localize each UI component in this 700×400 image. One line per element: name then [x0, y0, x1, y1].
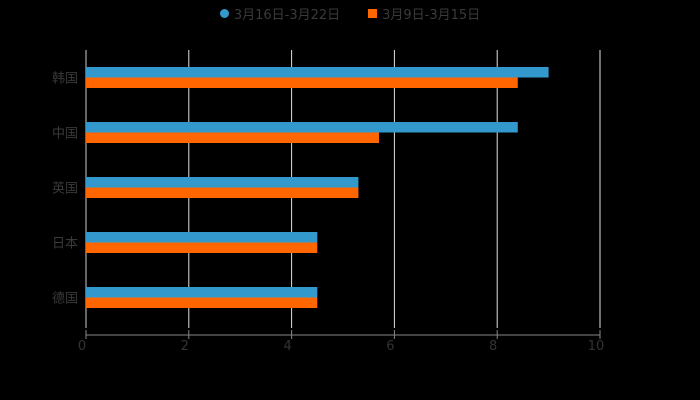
y-category-label: 中国	[52, 127, 78, 142]
x-tick-label: 4	[283, 339, 291, 354]
x-tick-label: 10	[588, 339, 605, 354]
legend-label: 3月9日-3月15日	[382, 8, 481, 23]
y-category-label: 英国	[52, 182, 78, 197]
y-category-label: 韩国	[52, 72, 78, 87]
legend-item-series-2[interactable]: 3月9日-3月15日	[368, 4, 480, 23]
bar-series-1[interactable]	[86, 67, 549, 78]
x-tick-label: 8	[489, 339, 497, 354]
bar-series-1[interactable]	[86, 232, 318, 243]
y-category-label: 德国	[52, 292, 78, 307]
bar-series-2[interactable]	[86, 187, 359, 199]
legend-marker-square-icon	[368, 9, 378, 18]
x-tick-label: 6	[386, 339, 394, 354]
bar-series-2[interactable]	[86, 132, 379, 144]
bar-series-1[interactable]	[86, 287, 318, 298]
chart-legend: 3月16日-3月22日 3月9日-3月15日	[0, 4, 700, 23]
y-category-label: 日本	[52, 237, 78, 252]
bars	[86, 67, 549, 308]
bar-series-2[interactable]	[86, 242, 318, 254]
legend-label: 3月16日-3月22日	[233, 8, 341, 23]
bar-series-2[interactable]	[86, 297, 318, 309]
legend-marker-circle-icon	[219, 9, 229, 18]
x-axis: 0 2 4 6 8 10	[78, 330, 604, 354]
legend-item-series-1[interactable]: 3月16日-3月22日	[219, 4, 341, 23]
x-tick-label: 0	[78, 339, 86, 354]
bar-series-1[interactable]	[86, 122, 518, 133]
bar-series-1[interactable]	[86, 177, 359, 188]
bar-series-2[interactable]	[86, 77, 518, 89]
x-tick-label: 2	[181, 339, 189, 354]
